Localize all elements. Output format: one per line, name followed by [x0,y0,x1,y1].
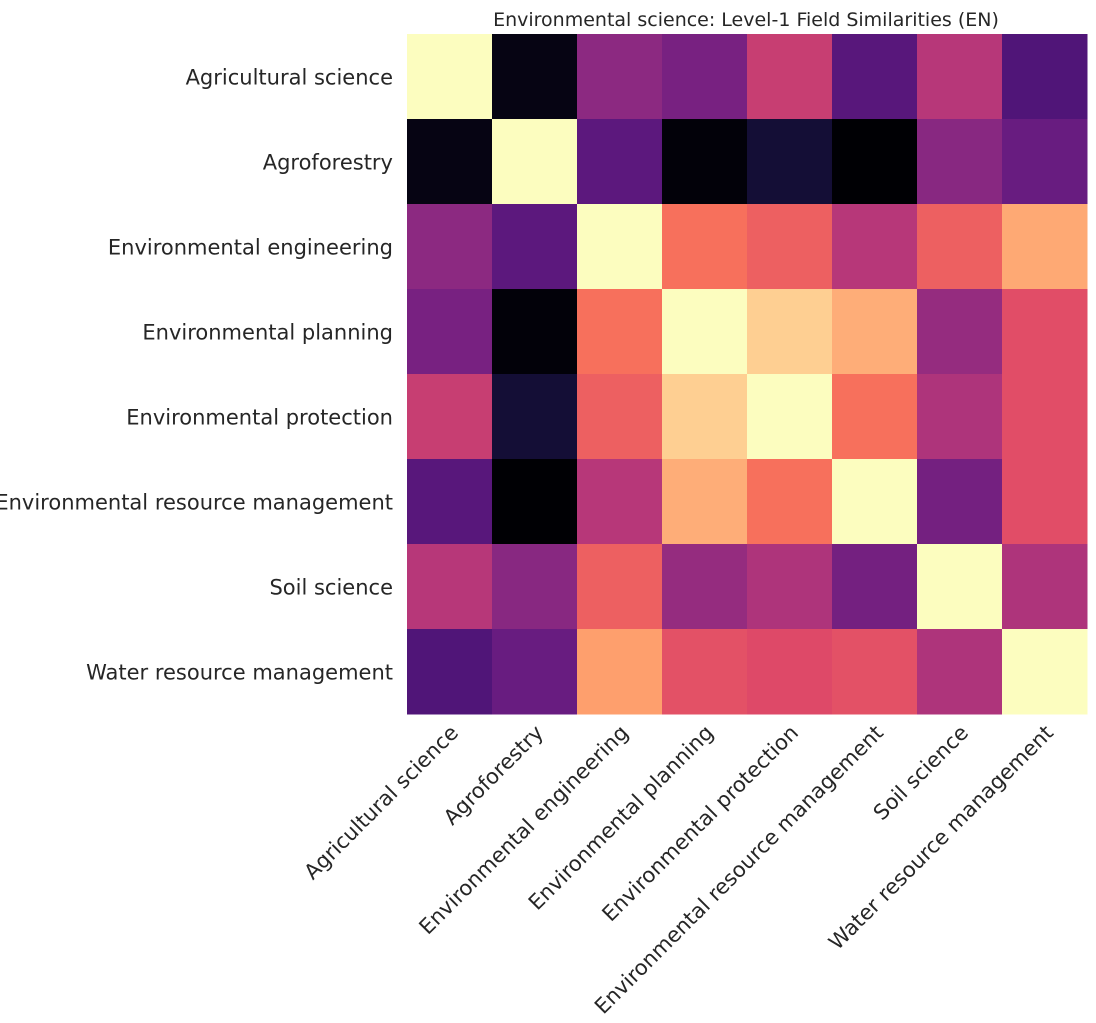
heatmap-cell [407,204,493,290]
heatmap-cell [577,544,663,630]
heatmap-cell [917,34,1003,120]
heatmap-cell [747,204,833,290]
y-tick-label: Agricultural science [186,66,393,90]
heatmap-cell [1002,374,1088,460]
heatmap-cell [747,544,833,630]
y-tick-label: Environmental planning [142,321,393,345]
x-tick-label: Environmental resource management [590,721,888,1019]
heatmap-cell [662,374,748,460]
heatmap-cell [1002,34,1088,120]
heatmap-cell [917,119,1003,205]
heatmap-cell [662,544,748,630]
y-tick-label: Soil science [269,576,393,600]
heatmap-cell [492,374,578,460]
heatmap-cell [577,289,663,375]
heatmap-cell [492,119,578,205]
heatmap-cell [747,629,833,715]
heatmap-cell [407,34,493,120]
heatmap-cell [832,629,918,715]
heatmap-cell [747,459,833,545]
chart-title: Environmental science: Level-1 Field Sim… [493,9,999,31]
heatmap-cell [832,459,918,545]
heatmap-cell [407,459,493,545]
heatmap-cell [492,34,578,120]
heatmap-cell [577,374,663,460]
heatmap-cell [492,459,578,545]
heatmap-cell [492,289,578,375]
heatmap-cell [917,289,1003,375]
heatmap-cell [747,289,833,375]
heatmap-cell [407,629,493,715]
heatmap-cell [407,374,493,460]
heatmap-cell [832,119,918,205]
y-tick-label: Environmental engineering [108,236,393,260]
x-tick-label: Agricultural science [299,721,463,885]
heatmap-cell [577,34,663,120]
heatmap-cell [492,629,578,715]
heatmap-cell [832,204,918,290]
heatmap-cell [577,204,663,290]
heatmap-cell [1002,629,1088,715]
heatmap-cell [917,374,1003,460]
y-tick-label: Environmental resource management [0,491,393,515]
heatmap-cell [662,204,748,290]
heatmap-cell [492,204,578,290]
y-tick-label: Agroforestry [263,151,393,175]
heatmap-cell [917,459,1003,545]
heatmap-cell [832,34,918,120]
heatmap-cell [662,459,748,545]
heatmap-cell [832,289,918,375]
heatmap-cell [662,289,748,375]
heatmap-cell [832,544,918,630]
heatmap-cell [917,544,1003,630]
heatmap-cell [492,544,578,630]
heatmap-cell [917,629,1003,715]
heatmap-cell [407,544,493,630]
heatmap-cell [577,119,663,205]
heatmap-cell [577,459,663,545]
y-tick-label: Water resource management [86,661,393,685]
heatmap-cell [577,629,663,715]
heatmap-cell [1002,544,1088,630]
heatmap-cell [1002,119,1088,205]
heatmap-cell [1002,289,1088,375]
heatmap-cell [1002,204,1088,290]
heatmap-cell [747,34,833,120]
heatmap-cell [747,374,833,460]
heatmap-cell [1002,459,1088,545]
heatmap-cell [917,204,1003,290]
heatmap-cell [407,289,493,375]
heatmap-cell [832,374,918,460]
heatmap-cell [747,119,833,205]
heatmap-cell [662,34,748,120]
heatmap-cell [662,119,748,205]
y-tick-label: Environmental protection [126,406,393,430]
heatmap-cell [407,119,493,205]
heatmap-cell [662,629,748,715]
